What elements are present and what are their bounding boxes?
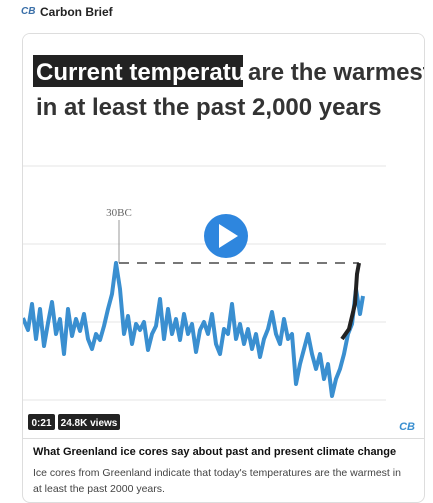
headline: in at least the past 2,000 years (36, 94, 382, 121)
duration-badge (28, 414, 55, 430)
temperature-line (23, 261, 365, 398)
watermark: CB (399, 421, 415, 433)
post-card[interactable]: Current temperatures are the warmest in … (22, 33, 425, 503)
card-description: Ice cores from Greenland indicate that t… (33, 467, 401, 495)
video-thumbnail[interactable]: Current temperatures are the warmest in … (23, 34, 424, 438)
card-title[interactable]: What Greenland ice cores say about past … (33, 446, 397, 458)
headline-highlight: Current temperatures (36, 59, 281, 86)
annotation: 30BC (106, 207, 132, 219)
play-icon (219, 224, 238, 248)
duration: 0:21 (31, 418, 51, 429)
views-badge (58, 414, 120, 430)
logo: CB (21, 6, 36, 17)
recent-line (340, 262, 361, 341)
headline-highlight-bg (33, 55, 243, 87)
views: 24.8K views (61, 418, 118, 429)
divider (23, 438, 424, 439)
account-name[interactable]: Carbon Brief (40, 5, 113, 19)
headline: are the warmest (248, 59, 424, 86)
